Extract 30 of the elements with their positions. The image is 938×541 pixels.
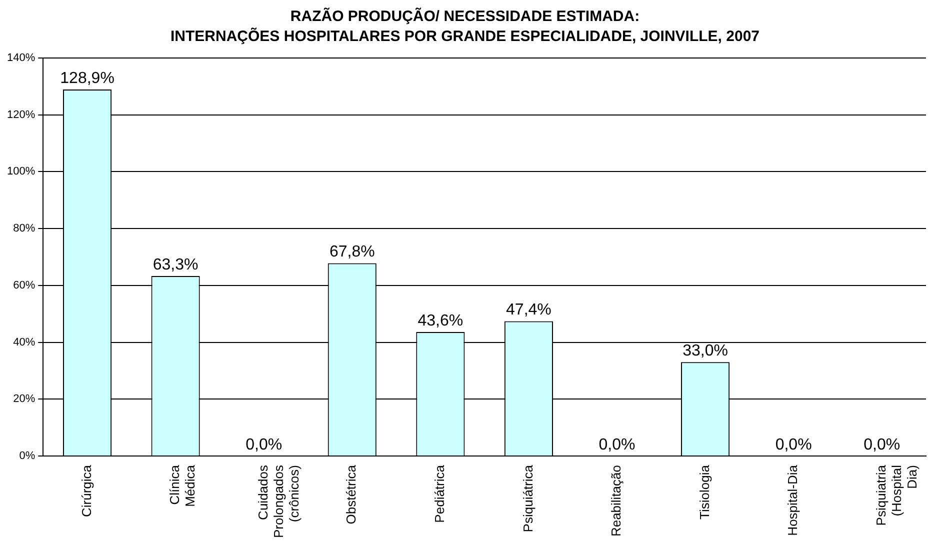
data-label: 0,0% [246,436,282,454]
x-tick-label: Clínica Médica [167,464,198,507]
data-label: 0,0% [598,436,636,454]
x-tick-label: Tisiologia [696,464,712,520]
data-label: 47,4% [506,302,552,319]
data-label: 63,3% [152,256,198,274]
data-label: 43,6% [418,312,464,330]
data-label: 0,0% [775,436,812,454]
y-tick-label: 120% [6,108,36,121]
y-tick-label: 100% [6,166,36,178]
data-label: 67,8% [329,244,375,261]
data-label: 128,9% [60,70,114,87]
chart-subtitle: INTERNAÇÕES HOSPITALARES POR GRANDE ESPECIALIDADE, JOINVILLE, 2007 [170,27,760,46]
y-tick-label: 140% [6,52,36,64]
x-tick-label: Psiquiátrica [520,464,536,532]
x-tick-label: Psiquiatria (Hospital Dia) [873,464,920,526]
data-label: 0,0% [864,436,900,454]
x-tick-label: Reabilitação [608,465,624,537]
x-tick-label: Hospital-Dia [785,464,800,536]
x-tick-label: Cirúrgica [78,464,94,518]
data-label: 33,0% [682,342,728,360]
x-tick-label: Cuidados Prolongados (crônicos) [255,464,302,538]
chart-title: RAZÃO PRODUÇÃO/ NECESSIDADE ESTIMADA: [290,7,640,26]
y-tick-label: 60% [13,279,36,292]
y-tick-label: 40% [13,336,36,348]
y-tick-label: 20% [13,393,36,406]
y-tick-label: 80% [13,222,36,235]
x-tick-label: Pediátrica [432,464,447,523]
y-tick-label: 0% [19,450,36,462]
x-tick-label: Obstétrica [344,464,359,524]
